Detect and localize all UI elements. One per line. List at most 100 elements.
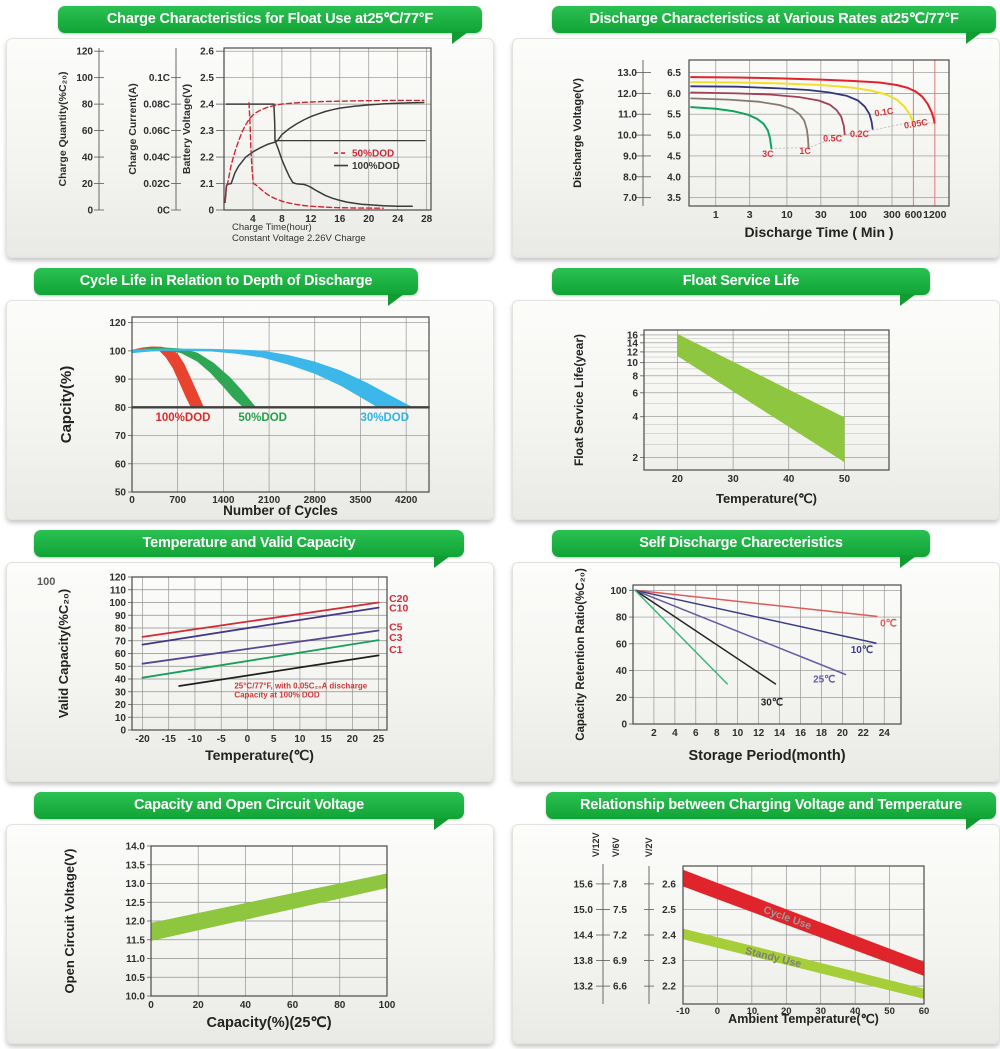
chart-card: 1 3 10 30 100 300 600 1200 13.0 12.0 11.0 10.0 9.0 8.… bbox=[512, 38, 1000, 258]
svg-text:40: 40 bbox=[115, 675, 127, 686]
svg-text:Storage Period(month): Storage Period(month) bbox=[688, 748, 845, 764]
chart-title-banner: Self Discharge Charecteristics bbox=[552, 530, 930, 568]
svg-text:0.04C: 0.04C bbox=[143, 153, 170, 164]
svg-text:2: 2 bbox=[651, 728, 657, 739]
band-standby-use-band bbox=[683, 928, 924, 999]
svg-text:5.5: 5.5 bbox=[667, 110, 681, 121]
panel-capacity-ocv: Capacity and Open Circuit Voltage 0 20 40 6… bbox=[0, 786, 500, 1048]
svg-text:12: 12 bbox=[305, 214, 317, 225]
chart-card: 4 8 12 16 20 24 28 120 100 80 60 40 20 0 Charge Quanti… bbox=[6, 38, 494, 258]
chart-title-banner: Float Service Life bbox=[552, 268, 930, 306]
svg-text:2: 2 bbox=[632, 453, 638, 464]
svg-text:4: 4 bbox=[632, 412, 638, 423]
svg-text:40: 40 bbox=[783, 474, 795, 485]
svg-text:120: 120 bbox=[76, 47, 93, 58]
panel-temperature-valid-capacity: Temperature and Valid Capacity -20 -15 -10… bbox=[0, 524, 500, 786]
line-rate-1C bbox=[690, 97, 810, 150]
side-axis: 0.1C 0.08C 0.06C 0.04C 0.02C 0C Charge Current… bbox=[127, 48, 181, 217]
chart-card: 0 20 40 60 80 100 10.0 10.5 11.0 11.5 12.0 12.5 13.0… bbox=[6, 824, 494, 1044]
svg-text:12: 12 bbox=[627, 347, 639, 358]
panel-charge-characteristics: Charge Characteristics for Float Use at2… bbox=[0, 0, 500, 262]
plot-border bbox=[632, 584, 902, 725]
svg-text:C1: C1 bbox=[389, 644, 403, 656]
svg-text:0: 0 bbox=[129, 495, 135, 506]
svg-text:2.3: 2.3 bbox=[200, 126, 214, 137]
plot-border bbox=[223, 47, 432, 211]
svg-text:1: 1 bbox=[713, 209, 719, 221]
svg-text:90: 90 bbox=[115, 375, 127, 386]
svg-text:Valid Capacity(%C₂₀): Valid Capacity(%C₂₀) bbox=[56, 589, 71, 718]
panel-charging-voltage-temperature: Relationship between Charging Voltage an… bbox=[500, 786, 1000, 1048]
svg-text:24: 24 bbox=[879, 728, 891, 739]
chart-title: Discharge Characteristics at Various Rat… bbox=[589, 11, 959, 27]
series bbox=[690, 59, 936, 207]
svg-text:25℃: 25℃ bbox=[813, 675, 835, 686]
charging-voltage-temperature-chart: -10 0 10 20 30 40 50 60 15.6 15.0 14.4 13.8 13.2 V/12… bbox=[574, 832, 930, 1026]
svg-text:80: 80 bbox=[334, 1000, 346, 1011]
svg-text:Constant Voltage 2.26V Charge: Constant Voltage 2.26V Charge bbox=[232, 233, 366, 244]
svg-text:2.6: 2.6 bbox=[662, 879, 676, 890]
banner-pointer-icon bbox=[434, 818, 450, 830]
svg-text:14.4: 14.4 bbox=[574, 931, 594, 942]
svg-text:60: 60 bbox=[287, 1000, 299, 1011]
svg-text:30: 30 bbox=[728, 474, 740, 485]
svg-text:5.0: 5.0 bbox=[667, 131, 681, 142]
svg-text:Battery Voltage(V): Battery Voltage(V) bbox=[181, 84, 193, 174]
svg-text:20: 20 bbox=[82, 179, 94, 190]
line-rate-0.05C bbox=[690, 76, 936, 124]
chart-card: 0 700 1400 2100 2800 3500 4200 50 60 70 80 90 100 120… bbox=[6, 300, 494, 520]
side-axis: 13.0 12.0 11.0 10.0 9.0 8.0 7.0 bbox=[618, 60, 651, 206]
svg-text:Capacity Retention Ratio(%C₂₀): Capacity Retention Ratio(%C₂₀) bbox=[575, 568, 587, 741]
svg-text:0.5C: 0.5C bbox=[823, 133, 843, 143]
side-axis: 15.6 15.0 14.4 13.8 13.2 V/12V bbox=[574, 832, 610, 1004]
svg-text:Open Circuit Voltage(V): Open Circuit Voltage(V) bbox=[62, 849, 77, 994]
line-storage-40c bbox=[634, 589, 728, 685]
svg-text:Number of Cycles: Number of Cycles bbox=[223, 503, 338, 518]
svg-text:0: 0 bbox=[120, 726, 126, 737]
svg-text:Capacity at 100% DOD: Capacity at 100% DOD bbox=[234, 690, 320, 699]
svg-text:16: 16 bbox=[795, 728, 807, 739]
svg-text:0: 0 bbox=[621, 720, 627, 731]
svg-text:70: 70 bbox=[115, 636, 127, 647]
svg-text:70: 70 bbox=[115, 431, 127, 442]
svg-text:80: 80 bbox=[82, 100, 94, 111]
svg-text:80: 80 bbox=[616, 613, 628, 624]
svg-text:2100: 2100 bbox=[258, 495, 281, 506]
svg-text:700: 700 bbox=[169, 495, 186, 506]
svg-text:Charge Current(A): Charge Current(A) bbox=[127, 83, 139, 175]
line-c1-line bbox=[178, 654, 380, 687]
svg-text:25°C/77°F, with 0.05C₂₀A disch: 25°C/77°F, with 0.05C₂₀A discharge bbox=[234, 682, 367, 691]
svg-text:C20: C20 bbox=[389, 593, 408, 605]
chart-card: 20 30 40 50 2 4 6 8 10 12 14 16 Temperature(℃) Float … bbox=[512, 300, 1000, 520]
svg-text:11.5: 11.5 bbox=[126, 935, 145, 946]
svg-text:3: 3 bbox=[747, 209, 753, 221]
svg-text:50: 50 bbox=[839, 474, 851, 485]
svg-text:7.5: 7.5 bbox=[613, 905, 627, 916]
svg-text:2.4: 2.4 bbox=[200, 100, 214, 111]
svg-text:60: 60 bbox=[919, 1006, 930, 1017]
banner-pointer-icon bbox=[900, 556, 916, 568]
svg-text:12.0: 12.0 bbox=[618, 89, 638, 100]
svg-text:20: 20 bbox=[363, 214, 375, 225]
plot-border bbox=[150, 845, 388, 997]
line-c20-line bbox=[141, 601, 380, 638]
svg-text:300: 300 bbox=[883, 209, 901, 221]
svg-text:11.0: 11.0 bbox=[126, 954, 145, 965]
line-rate-0.1C bbox=[690, 81, 914, 124]
svg-text:9.0: 9.0 bbox=[623, 151, 637, 162]
svg-text:6: 6 bbox=[693, 728, 699, 739]
svg-text:6.5: 6.5 bbox=[667, 68, 681, 79]
svg-text:100: 100 bbox=[610, 586, 627, 597]
svg-text:10.0: 10.0 bbox=[126, 992, 146, 1003]
side-axis: 120 100 80 60 40 20 0 Charge Quantity(%C₂₀) bbox=[57, 47, 104, 217]
panel-float-service-life: Float Service Life 20 30 40 50 2 4 6 8 10 12 14 16 T… bbox=[500, 262, 1000, 524]
svg-text:14: 14 bbox=[774, 728, 786, 739]
plot-border bbox=[682, 865, 925, 1005]
plot-border bbox=[643, 329, 890, 471]
svg-text:10: 10 bbox=[627, 358, 639, 369]
svg-text:0: 0 bbox=[245, 734, 251, 745]
svg-text:4: 4 bbox=[672, 728, 678, 739]
line-cutoff-locus bbox=[770, 121, 935, 149]
svg-text:2.6: 2.6 bbox=[200, 47, 214, 58]
